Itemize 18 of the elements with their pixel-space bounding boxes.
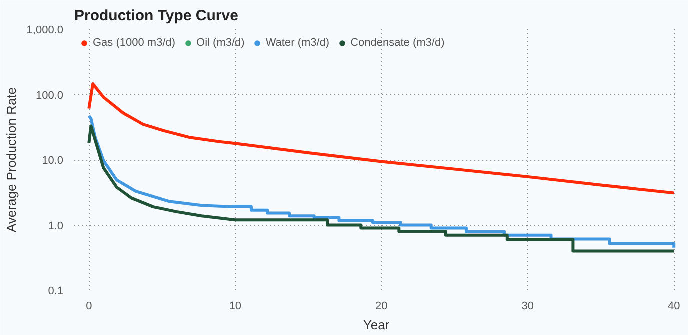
- x-tick-label: 10: [229, 300, 242, 312]
- y-tick-label: 1.0: [48, 220, 64, 232]
- legend-label: Gas (1000 m3/d): [93, 37, 176, 49]
- x-tick-label: 30: [522, 300, 534, 312]
- y-tick-label: 1,000.0: [26, 24, 64, 36]
- x-tick-label: 40: [668, 300, 680, 312]
- legend-label: Oil (m3/d): [196, 37, 245, 49]
- chart-title: Production Type Curve: [74, 8, 238, 24]
- y-axis-title: Average Production Rate: [4, 87, 19, 233]
- y-tick-label: 10.0: [42, 155, 64, 167]
- x-tick-label: 0: [86, 300, 92, 312]
- y-tick-label: 0.1: [48, 286, 64, 298]
- x-axis-title: Year: [363, 318, 390, 332]
- y-tick-label: 100.0: [36, 90, 64, 102]
- x-tick-label: 20: [376, 300, 388, 312]
- legend-label: Water (m3/d): [266, 37, 330, 49]
- legend-label: Condensate (m3/d): [350, 37, 445, 49]
- line-series: [88, 82, 676, 195]
